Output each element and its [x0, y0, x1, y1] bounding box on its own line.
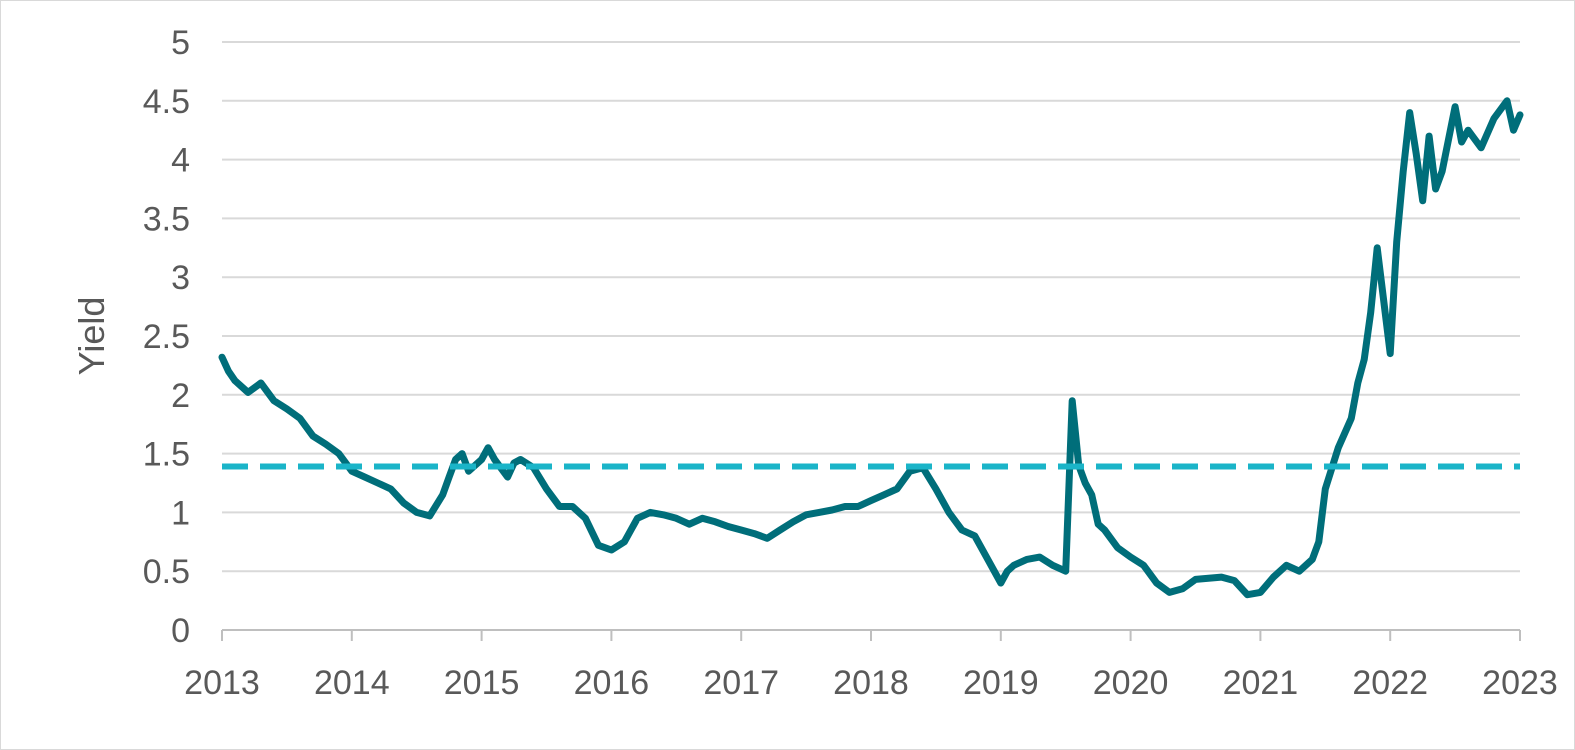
y-axis-ticks: 0 0.5 1 1.5 2 2.5 3 3.5 4 4.5 5	[143, 24, 190, 650]
x-tick-label: 2016	[574, 664, 650, 702]
x-tick-label: 2017	[703, 664, 779, 702]
x-axis: 2013 2014 2015 2016 2017 2018 2019 2020 2021 2022…	[184, 629, 1558, 702]
y-tick-label: 2.5	[143, 318, 190, 356]
x-tick-label: 2020	[1093, 664, 1169, 702]
y-tick-label: 5	[171, 24, 190, 62]
y-axis-label: Yield	[71, 297, 112, 376]
y-tick-label: 2	[171, 377, 190, 415]
series-group	[218, 97, 1524, 599]
x-tick-label: 2022	[1352, 664, 1428, 702]
y-tick-label: 0	[171, 612, 190, 650]
x-tick-label: 2013	[184, 664, 260, 702]
y-tick-label: 1	[171, 494, 190, 532]
x-tick-label: 2021	[1223, 664, 1299, 702]
y-tick-label: 4	[171, 142, 190, 180]
y-tick-label: 3.5	[143, 200, 190, 238]
y-tick-label: 3	[171, 259, 190, 297]
y-tick-label: 0.5	[143, 553, 190, 591]
x-tick-label: 2015	[444, 664, 520, 702]
y-tick-label: 4.5	[143, 83, 190, 121]
x-tick-label: 2018	[833, 664, 909, 702]
x-tick-label: 2014	[314, 664, 390, 702]
x-tick-label: 2023	[1482, 664, 1558, 702]
yield-series-line	[218, 97, 1524, 599]
x-tick-label: 2019	[963, 664, 1039, 702]
y-tick-label: 1.5	[143, 436, 190, 474]
